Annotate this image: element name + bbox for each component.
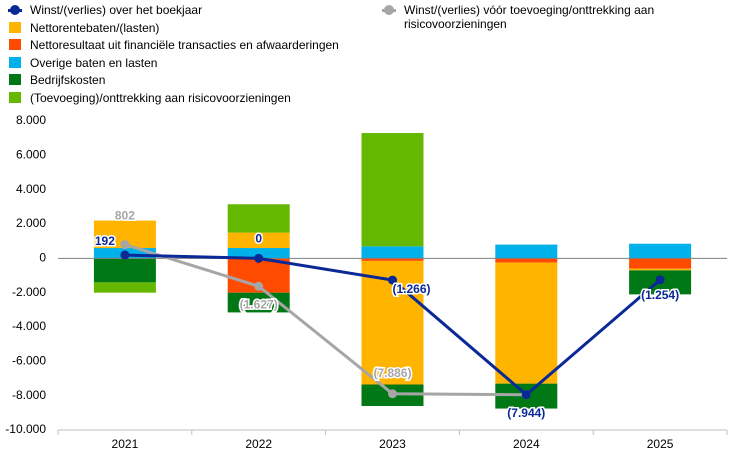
legend-label: Winst/(verlies) vóór toevoeging/onttrekk… (404, 3, 655, 31)
y-tick-label: -8.000 (12, 388, 46, 402)
y-tick-label: 8.000 (16, 113, 46, 127)
bar-segment (227, 248, 290, 259)
line-point (388, 389, 397, 399)
bar-segment (361, 246, 424, 259)
legend-label: Winst/(verlies) over het boekjaar (30, 3, 203, 17)
legend-item: Bedrijfskosten (8, 73, 105, 87)
x-tick-label: 2022 (245, 437, 272, 451)
bar-segment (93, 258, 156, 283)
bar-segment (629, 243, 692, 259)
line-point (521, 390, 531, 400)
bar-segment (495, 262, 558, 384)
bar-segment (495, 258, 558, 263)
data-label: (1.266) (392, 282, 430, 296)
bar-segment (93, 282, 156, 293)
data-label: 0 (255, 232, 262, 246)
y-tick-label: 6.000 (16, 148, 46, 162)
data-label: 802 (115, 209, 135, 223)
y-tick-label: 4.000 (16, 182, 46, 196)
legend-swatch (8, 4, 22, 16)
bar-segment (361, 258, 424, 261)
data-label: (7.886) (373, 366, 411, 380)
legend-swatch (9, 74, 21, 86)
data-label: (1.627) (240, 297, 278, 311)
x-tick-label: 2024 (513, 437, 540, 451)
legend-item: Nettoresultaat uit financiële transactie… (8, 38, 339, 52)
y-tick-label: -4.000 (12, 319, 46, 333)
bar-segment (495, 244, 558, 259)
legend-swatch (9, 92, 21, 103)
bar-segment (227, 232, 290, 249)
line-point (120, 250, 130, 260)
legend-label: Overige baten en lasten (30, 55, 158, 70)
legend-swatch (382, 4, 396, 16)
legend-item: Winst/(verlies) over het boekjaar (8, 3, 202, 17)
legend-label: Bedrijfskosten (30, 73, 106, 88)
bar-segment (629, 258, 692, 269)
legend-label: Nettorentebaten/(lasten) (30, 20, 160, 35)
line-point (254, 253, 264, 263)
legend-label: (Toevoeging)/onttrekking aan risicovoorz… (30, 91, 291, 105)
y-tick-label: -10.000 (5, 422, 46, 436)
y-tick-label: -2.000 (12, 285, 46, 299)
line-point (388, 275, 397, 285)
legend-item: Nettorentebaten/(lasten) (8, 21, 159, 35)
line-point (655, 275, 665, 285)
x-tick-label: 2023 (379, 437, 406, 451)
legend-item: (Toevoeging)/onttrekking aan risicovoorz… (8, 91, 291, 105)
y-tick-label: 2.000 (16, 216, 46, 230)
x-tick-label: 2025 (647, 437, 674, 451)
legend-item: Overige baten en lasten (8, 56, 157, 70)
data-label: (7.944) (507, 406, 545, 420)
legend-swatch (9, 39, 21, 51)
data-label: 192 (95, 234, 115, 248)
bar-segment (361, 133, 424, 247)
y-tick-label: 0 (39, 251, 46, 265)
legend-label: Nettoresultaat uit financiële transactie… (30, 38, 339, 53)
data-label: (1.254) (641, 288, 679, 302)
bar-segment (629, 268, 692, 271)
bar-segment (227, 204, 290, 233)
legend-swatch (9, 56, 21, 68)
line-point (120, 240, 130, 250)
legend-item: Winst/(verlies) vóór toevoeging/onttrekk… (382, 3, 682, 31)
x-tick-label: 2021 (112, 437, 139, 451)
legend-swatch (9, 21, 21, 33)
line-point (254, 281, 264, 291)
y-tick-label: -6.000 (12, 354, 46, 368)
line (124, 243, 527, 397)
